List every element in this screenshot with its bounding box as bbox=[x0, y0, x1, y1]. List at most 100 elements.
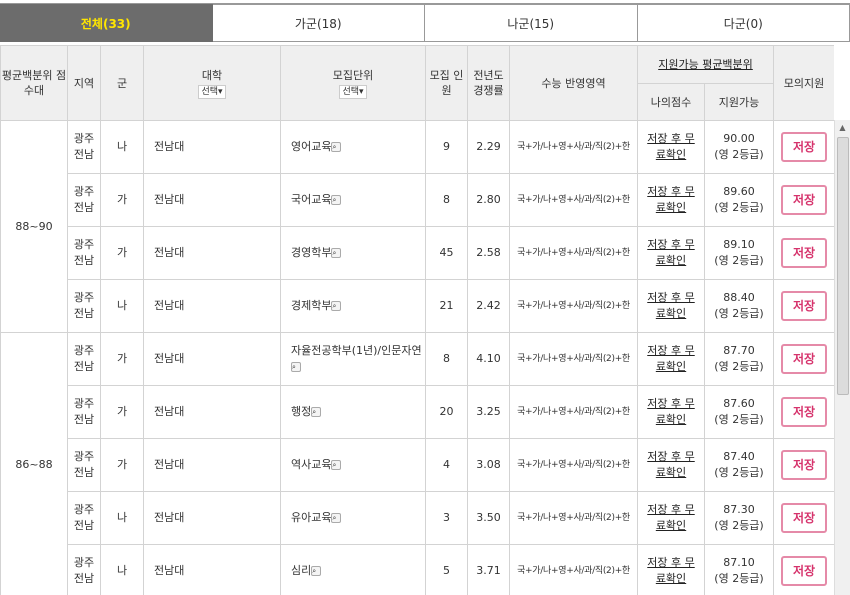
unit-name: 경영학부 bbox=[291, 246, 332, 259]
mock-cell: 저장 bbox=[773, 544, 834, 595]
avail-cell: 87.40 (영 2등급) bbox=[703, 438, 775, 492]
save-button[interactable]: 저장 bbox=[781, 503, 828, 533]
univ-cell: 전남대 bbox=[143, 332, 281, 386]
my-score-cell: 저장 후 무료확인 bbox=[637, 173, 705, 227]
header-my-score: 나의점수 bbox=[637, 83, 705, 121]
tab-na[interactable]: 나군(15) bbox=[425, 4, 638, 42]
subjects-cell: 국+가/나+영+사/과/직(2)+한 bbox=[509, 279, 638, 333]
magnifier-icon[interactable]: ⌕ bbox=[331, 142, 342, 152]
tab-all[interactable]: 전체(33) bbox=[0, 4, 213, 42]
my-score-link[interactable]: 저장 후 무료확인 bbox=[647, 185, 695, 214]
magnifier-icon[interactable]: ⌕ bbox=[331, 513, 342, 523]
subjects-cell: 국+가/나+영+사/과/직(2)+한 bbox=[509, 120, 638, 174]
vertical-scrollbar[interactable]: ▲ bbox=[834, 120, 850, 595]
unit-cell: 심리⌕ bbox=[280, 544, 426, 595]
ratio-cell: 3.50 bbox=[467, 491, 510, 545]
ratio-cell: 2.80 bbox=[467, 173, 510, 227]
unit-cell: 영어교육⌕ bbox=[280, 120, 426, 174]
subjects-cell: 국+가/나+영+사/과/직(2)+한 bbox=[509, 226, 638, 280]
my-score-link[interactable]: 저장 후 무료확인 bbox=[647, 397, 695, 426]
header-ratio: 전년도 경쟁률 bbox=[467, 45, 510, 121]
table-row: 광주 전남 나 전남대 유아교육⌕ 3 3.50 국+가/나+영+사/과/직(2… bbox=[1, 491, 834, 545]
my-score-link[interactable]: 저장 후 무료확인 bbox=[647, 291, 695, 320]
caret-down-icon: ▾ bbox=[359, 86, 364, 97]
group-cell: 나 bbox=[100, 544, 144, 595]
region-cell: 광주 전남 bbox=[67, 438, 101, 492]
magnifier-icon[interactable]: ⌕ bbox=[291, 362, 301, 372]
my-score-link[interactable]: 저장 후 무료확인 bbox=[647, 238, 695, 267]
avail-cell: 89.10 (영 2등급) bbox=[703, 226, 775, 280]
header-subjects: 수능 반영영역 bbox=[509, 45, 638, 121]
avail-group-link[interactable]: 지원가능 평균백분위 bbox=[658, 58, 753, 71]
avail-cell: 90.00 (영 2등급) bbox=[703, 120, 775, 174]
magnifier-icon[interactable]: ⌕ bbox=[331, 248, 342, 258]
quota-cell: 20 bbox=[425, 385, 468, 439]
save-button[interactable]: 저장 bbox=[781, 556, 828, 586]
my-score-link[interactable]: 저장 후 무료확인 bbox=[647, 132, 695, 161]
my-score-link[interactable]: 저장 후 무료확인 bbox=[647, 556, 695, 585]
unit-cell: 경영학부⌕ bbox=[280, 226, 426, 280]
magnifier-icon[interactable]: ⌕ bbox=[331, 460, 342, 470]
unit-cell: 유아교육⌕ bbox=[280, 491, 426, 545]
unit-name: 영어교육 bbox=[291, 140, 332, 153]
magnifier-icon[interactable]: ⌕ bbox=[311, 566, 322, 576]
magnifier-icon[interactable]: ⌕ bbox=[331, 195, 342, 205]
region-cell: 광주 전남 bbox=[67, 544, 101, 595]
avail-cell: 87.30 (영 2등급) bbox=[703, 491, 775, 545]
my-score-link[interactable]: 저장 후 무료확인 bbox=[647, 344, 695, 373]
scroll-up-icon[interactable]: ▲ bbox=[839, 123, 846, 132]
save-button[interactable]: 저장 bbox=[781, 185, 828, 215]
group-cell: 가 bbox=[100, 438, 144, 492]
my-score-cell: 저장 후 무료확인 bbox=[637, 491, 705, 545]
my-score-link[interactable]: 저장 후 무료확인 bbox=[647, 450, 695, 479]
avail-grade: (영 2등급) bbox=[714, 413, 764, 426]
univ-cell: 전남대 bbox=[143, 279, 281, 333]
save-button[interactable]: 저장 bbox=[781, 291, 828, 321]
my-score-link[interactable]: 저장 후 무료확인 bbox=[647, 503, 695, 532]
save-button[interactable]: 저장 bbox=[781, 132, 828, 162]
ratio-cell: 3.71 bbox=[467, 544, 510, 595]
unit-name: 심리 bbox=[291, 564, 312, 577]
table-row: 88~90 광주 전남 나 전남대 영어교육⌕ 9 2.29 국+가/나+영+사/… bbox=[0, 120, 834, 333]
quota-cell: 4 bbox=[425, 438, 468, 492]
table-row: 광주 전남 가 전남대 국어교육⌕ 8 2.80 국+가/나+영+사/과/직(2… bbox=[1, 173, 834, 227]
univ-cell: 전남대 bbox=[143, 438, 281, 492]
unit-filter-select[interactable]: 선택▾ bbox=[339, 84, 367, 99]
quota-cell: 5 bbox=[425, 544, 468, 595]
table-row: 광주 전남 가 전남대 경영학부⌕ 45 2.58 국+가/나+영+사/과/직(… bbox=[1, 226, 834, 280]
my-score-cell: 저장 후 무료확인 bbox=[637, 385, 705, 439]
quota-cell: 8 bbox=[425, 332, 468, 386]
tab-da[interactable]: 다군(0) bbox=[637, 4, 850, 42]
avail-grade: (영 2등급) bbox=[714, 307, 764, 320]
quota-cell: 21 bbox=[425, 279, 468, 333]
avail-score: 87.30 bbox=[723, 503, 755, 516]
header-group: 군 bbox=[100, 45, 144, 121]
tab-ga[interactable]: 가군(18) bbox=[212, 4, 425, 42]
my-score-cell: 저장 후 무료확인 bbox=[637, 279, 705, 333]
save-button[interactable]: 저장 bbox=[781, 238, 828, 268]
avail-score: 89.10 bbox=[723, 238, 755, 251]
avail-cell: 87.70 (영 2등급) bbox=[703, 332, 775, 386]
univ-filter-select[interactable]: 선택▾ bbox=[198, 84, 226, 99]
ratio-cell: 2.29 bbox=[467, 120, 510, 174]
avail-score: 90.00 bbox=[723, 132, 755, 145]
avail-grade: (영 2등급) bbox=[714, 519, 764, 532]
univ-cell: 전남대 bbox=[143, 120, 281, 174]
ratio-cell: 2.58 bbox=[467, 226, 510, 280]
table-row: 86~88 광주 전남 가 전남대 자율전공학부(1년)/인문자연 ⌕ 8 4.10… bbox=[0, 332, 834, 595]
unit-filter-label: 선택 bbox=[342, 86, 360, 97]
my-score-cell: 저장 후 무료확인 bbox=[637, 226, 705, 280]
caret-down-icon: ▾ bbox=[218, 86, 223, 97]
save-button[interactable]: 저장 bbox=[781, 344, 828, 374]
save-button[interactable]: 저장 bbox=[781, 397, 828, 427]
magnifier-icon[interactable]: ⌕ bbox=[311, 407, 322, 417]
avail-grade: (영 2등급) bbox=[714, 466, 764, 479]
table-row: 광주 전남 나 전남대 경제학부⌕ 21 2.42 국+가/나+영+사/과/직(… bbox=[1, 279, 834, 333]
region-cell: 광주 전남 bbox=[67, 279, 101, 333]
save-button[interactable]: 저장 bbox=[781, 450, 828, 480]
univ-cell: 전남대 bbox=[143, 226, 281, 280]
magnifier-icon[interactable]: ⌕ bbox=[331, 301, 342, 311]
subjects-cell: 국+가/나+영+사/과/직(2)+한 bbox=[509, 173, 638, 227]
scrollbar-thumb[interactable] bbox=[837, 137, 849, 395]
my-score-cell: 저장 후 무료확인 bbox=[637, 544, 705, 595]
